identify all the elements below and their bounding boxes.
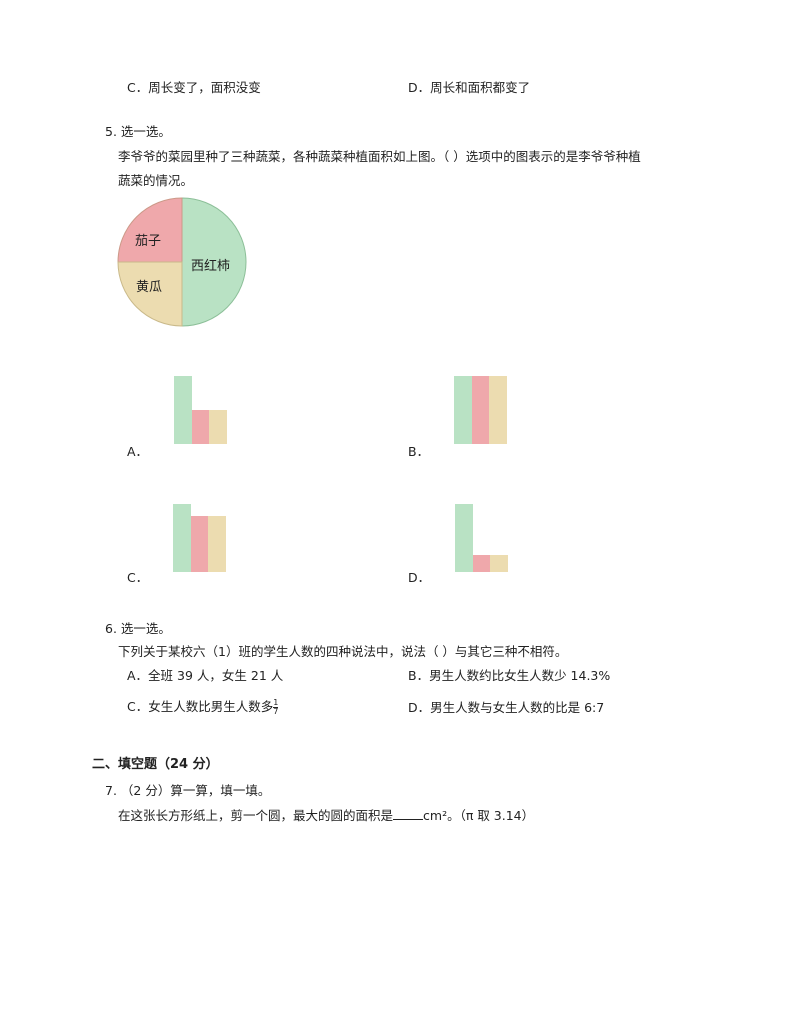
q5-stem-line2: 蔬菜的情况。 (118, 173, 194, 188)
q5-option-a-label[interactable]: A． (127, 444, 149, 459)
q4-option-c[interactable]: C．周长变了，面积没变 (127, 80, 261, 95)
q5-option-c-chart (173, 504, 233, 572)
q6-option-a[interactable]: A．全班 39 人，女生 21 人 (127, 668, 284, 683)
answer-blank[interactable] (393, 819, 424, 820)
q6-heading: 6. 选一选。 (105, 621, 171, 636)
q5-option-d-chart (455, 504, 515, 572)
fraction-numerator: 1 (273, 698, 279, 708)
q5-option-c-label[interactable]: C． (127, 570, 149, 585)
bar-eggplant (471, 376, 490, 444)
q6-option-d[interactable]: D．男生人数与女生人数的比是 6:7 (408, 700, 605, 715)
pie-label-tomato: 西红柿 (191, 259, 231, 274)
bar-tomato (455, 504, 473, 572)
q5-option-b-label[interactable]: B． (408, 444, 430, 459)
bar-eggplant (190, 515, 209, 572)
vegetable-pie-chart (117, 197, 247, 327)
q7-stem: 在这张长方形纸上，剪一个圆，最大的圆的面积是 cm²。（π 取 3.14） (118, 805, 534, 824)
bar-cucumber (489, 376, 507, 444)
pie-slice-cucumber (117, 261, 183, 327)
q7-stem-after: cm²。（π 取 3.14） (423, 808, 535, 823)
q5-heading: 5. 选一选。 (105, 124, 171, 139)
pie-label-cucumber: 黄瓜 (136, 280, 163, 295)
q5-option-d-label[interactable]: D． (408, 570, 431, 585)
pie-slice-eggplant (117, 197, 183, 263)
q6-option-c[interactable]: C．女生人数比男生人数多 1 7 (127, 696, 279, 716)
section2-title: 二、填空题（24 分） (92, 757, 219, 772)
bar-cucumber (490, 555, 508, 572)
q7-stem-before: 在这张长方形纸上，剪一个圆，最大的圆的面积是 (118, 808, 394, 823)
q6-stem: 下列关于某校六（1）班的学生人数的四种说法中，说法（ ）与其它三种不相符。 (118, 644, 568, 659)
q7-heading: 7. （2 分）算一算，填一填。 (105, 783, 271, 798)
pie-slice-tomato (181, 197, 247, 327)
bar-tomato (174, 376, 192, 444)
q6-option-b[interactable]: B．男生人数约比女生人数少 14.3% (408, 668, 611, 683)
bar-cucumber (208, 515, 226, 572)
bar-cucumber (209, 410, 227, 444)
fraction-denominator: 7 (273, 707, 279, 716)
bar-eggplant (472, 555, 491, 572)
q4-option-d[interactable]: D．周长和面积都变了 (408, 80, 531, 95)
q5-option-b-chart (454, 376, 514, 444)
bar-tomato (454, 376, 472, 444)
bar-tomato (173, 504, 191, 572)
q6-option-c-text: C．女生人数比男生人数多 (127, 699, 274, 714)
q5-option-a-chart (174, 376, 234, 444)
q5-stem-line1: 李爷爷的菜园里种了三种蔬菜，各种蔬菜种植面积如上图。（ ）选项中的图表示的是李爷… (118, 149, 641, 164)
pie-label-eggplant: 茄子 (135, 234, 162, 249)
bar-eggplant (191, 410, 210, 444)
